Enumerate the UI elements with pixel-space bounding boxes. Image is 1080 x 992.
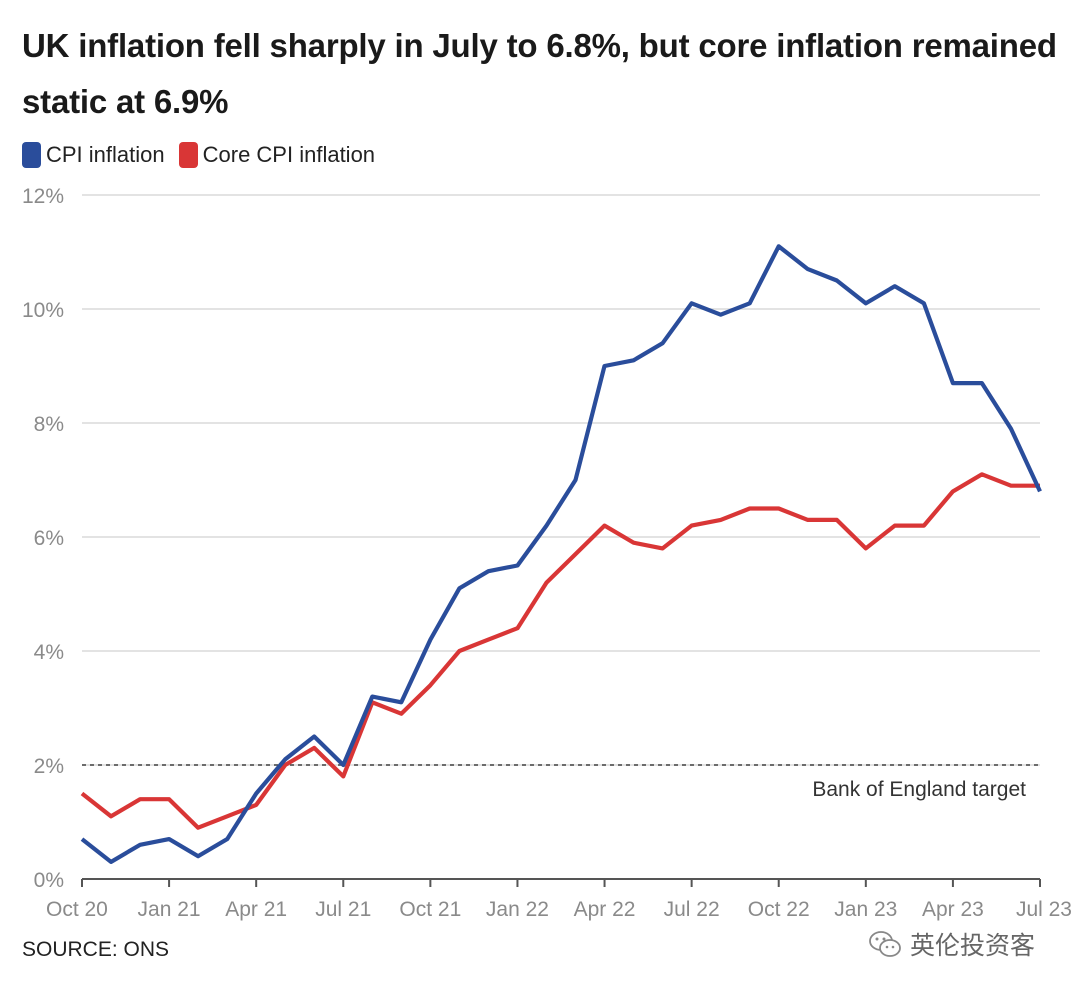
x-tick-label: Apr 23: [922, 898, 984, 921]
series-line-core: [80, 472, 1040, 830]
legend-label-core: Core CPI inflation: [202, 142, 376, 167]
watermark: 英伦投资客: [868, 926, 1035, 962]
watermark-text: 英伦投资客: [910, 932, 1036, 960]
x-tick-label: Oct 20: [46, 898, 108, 921]
y-tick-label: 6%: [34, 527, 64, 550]
y-tick-label: 10%: [22, 299, 64, 322]
chart-title: UK inflation fell sharply in July to 6.8…: [22, 27, 1057, 120]
x-tick-label: Oct 22: [748, 898, 810, 921]
legend-item-cpi: CPI inflation: [22, 142, 165, 168]
x-tick-label: Oct 21: [399, 898, 461, 921]
y-tick-label: 4%: [34, 641, 64, 664]
legend-item-core: Core CPI inflation: [178, 142, 376, 168]
legend-swatch-core: [178, 142, 198, 168]
y-tick-label: 0%: [34, 869, 64, 892]
x-tick-label: Jan 22: [486, 898, 549, 921]
x-tick-label: Jul 23: [1016, 898, 1072, 921]
y-tick-label: 8%: [34, 413, 64, 436]
legend: CPI inflation Core CPI inflation: [22, 142, 389, 168]
legend-label-cpi: CPI inflation: [46, 142, 165, 167]
legend-swatch-cpi: [22, 142, 41, 168]
source-note: SOURCE: ONS: [22, 938, 170, 961]
y-tick-label: 12%: [22, 185, 64, 208]
series-line-cpi: [80, 244, 1042, 865]
x-tick-label: Jan 21: [138, 898, 201, 921]
wechat-icon: [869, 931, 901, 957]
x-tick-label: Apr 21: [225, 898, 287, 921]
x-tick-label: Jan 23: [834, 898, 897, 921]
y-tick-label: 2%: [34, 755, 64, 778]
x-tick-label: Jul 22: [664, 898, 720, 921]
x-tick-label: Apr 22: [574, 898, 636, 921]
reference-line-label: Bank of England target: [812, 778, 1026, 801]
x-tick-label: Jul 21: [315, 898, 371, 921]
